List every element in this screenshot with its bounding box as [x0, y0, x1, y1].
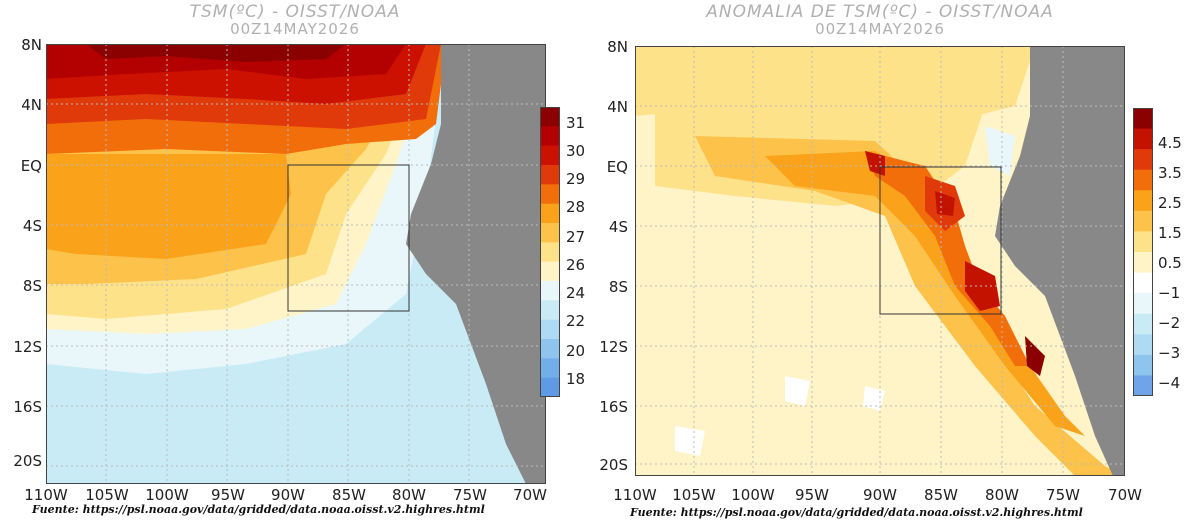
lon-label: 80W [985, 486, 1019, 504]
lat-label: 16S [13, 398, 42, 416]
colorbar-swatch [1133, 149, 1153, 171]
colorbar-swatch [1133, 190, 1153, 212]
lon-label: 70W [1108, 486, 1142, 504]
lat-label: EQ [606, 158, 628, 176]
lon-label: 85W [332, 486, 366, 504]
lon-label: 75W [1046, 486, 1080, 504]
colorbar-swatch [540, 242, 560, 263]
colorbar-swatch [540, 300, 560, 321]
left-sst-map [46, 44, 546, 484]
lat-label: 4N [21, 96, 42, 114]
colorbar-label: 4.5 [1158, 134, 1182, 152]
lon-label: 95W [211, 486, 245, 504]
colorbar-swatch [1133, 375, 1153, 396]
colorbar-swatch [540, 126, 560, 147]
colorbar-swatch [540, 223, 560, 243]
colorbar-label: −4 [1158, 374, 1181, 392]
left-source-note: Fuente: https://psl.noaa.gov/data/gridde… [32, 503, 485, 516]
lat-label: 12S [13, 338, 42, 356]
colorbar-swatch [1133, 272, 1153, 294]
colorbar-swatch [1133, 313, 1153, 335]
lon-label: 90W [271, 486, 305, 504]
colorbar-swatch [540, 319, 560, 340]
right-source-note: Fuente: https://psl.noaa.gov/data/gridde… [630, 506, 1083, 519]
colorbar-label: 30 [566, 142, 586, 160]
colorbar-label: 24 [566, 284, 586, 302]
colorbar-label: 29 [566, 170, 586, 188]
lon-label: 110W [613, 486, 657, 504]
lat-label: 20S [599, 456, 628, 474]
colorbar-label: −1 [1158, 284, 1181, 302]
lat-label: 16S [599, 398, 628, 416]
right-region-box [879, 166, 1002, 315]
colorbar-swatch [1133, 210, 1153, 232]
colorbar-label: 31 [566, 114, 586, 132]
colorbar-swatch [1133, 169, 1153, 191]
colorbar-label: 18 [566, 370, 586, 388]
lon-label: 85W [924, 486, 958, 504]
lat-label: 8S [22, 277, 42, 295]
lon-label: 75W [453, 486, 487, 504]
lat-label: 8S [608, 278, 628, 296]
left-region-box [287, 164, 410, 312]
colorbar-swatch [1133, 252, 1153, 274]
colorbar-swatch [540, 261, 560, 282]
colorbar-label: 2.5 [1158, 194, 1182, 212]
lon-label: 105W [85, 486, 129, 504]
left-map-date: 00Z14MAY2026 [230, 20, 360, 38]
colorbar-swatch [540, 107, 560, 127]
lon-label: 90W [863, 486, 897, 504]
lon-label: 105W [672, 486, 716, 504]
colorbar-swatch [540, 281, 560, 301]
colorbar-swatch [1133, 231, 1153, 253]
lat-label: EQ [20, 157, 42, 175]
lon-label: 110W [24, 486, 68, 504]
right-anomaly-map [635, 46, 1125, 476]
colorbar-swatch [1133, 354, 1153, 376]
colorbar-swatch [540, 358, 560, 379]
colorbar-swatch [540, 203, 560, 224]
lat-label: 20S [13, 452, 42, 470]
colorbar-swatch [1133, 108, 1153, 130]
colorbar-swatch [540, 165, 560, 185]
left-map-title: TSM(ºC) - OISST/NOAA [189, 2, 401, 22]
lat-label: 8N [607, 38, 628, 56]
colorbar-swatch [540, 377, 560, 397]
colorbar-swatch [1133, 128, 1153, 150]
lon-label: 70W [513, 486, 547, 504]
colorbar-swatch [540, 339, 560, 359]
lon-label: 80W [392, 486, 426, 504]
colorbar-label: 27 [566, 228, 586, 246]
right-colorbar [1133, 108, 1153, 396]
lat-label: 4N [607, 98, 628, 116]
left-colorbar [540, 107, 560, 397]
lat-label: 12S [599, 338, 628, 356]
lon-label: 95W [795, 486, 829, 504]
right-map-title: ANOMALIA DE TSM(ºC) - OISST/NOAA [706, 2, 1054, 22]
right-map-date: 00Z14MAY2026 [815, 20, 945, 38]
lon-label: 100W [145, 486, 189, 504]
colorbar-label: 3.5 [1158, 164, 1182, 182]
lat-label: 4S [22, 217, 42, 235]
colorbar-label: 26 [566, 256, 586, 274]
colorbar-swatch [1133, 293, 1153, 315]
colorbar-label: −3 [1158, 344, 1181, 362]
colorbar-swatch [540, 145, 560, 166]
colorbar-label: 20 [566, 342, 586, 360]
lon-label: 100W [731, 486, 775, 504]
lat-label: 8N [21, 36, 42, 54]
colorbar-label: 22 [566, 312, 586, 330]
colorbar-label: 0.5 [1158, 254, 1182, 272]
lat-label: 4S [608, 218, 628, 236]
colorbar-label: 1.5 [1158, 224, 1182, 242]
colorbar-swatch [1133, 334, 1153, 356]
colorbar-swatch [540, 184, 560, 205]
colorbar-label: −2 [1158, 314, 1181, 332]
colorbar-label: 28 [566, 198, 586, 216]
